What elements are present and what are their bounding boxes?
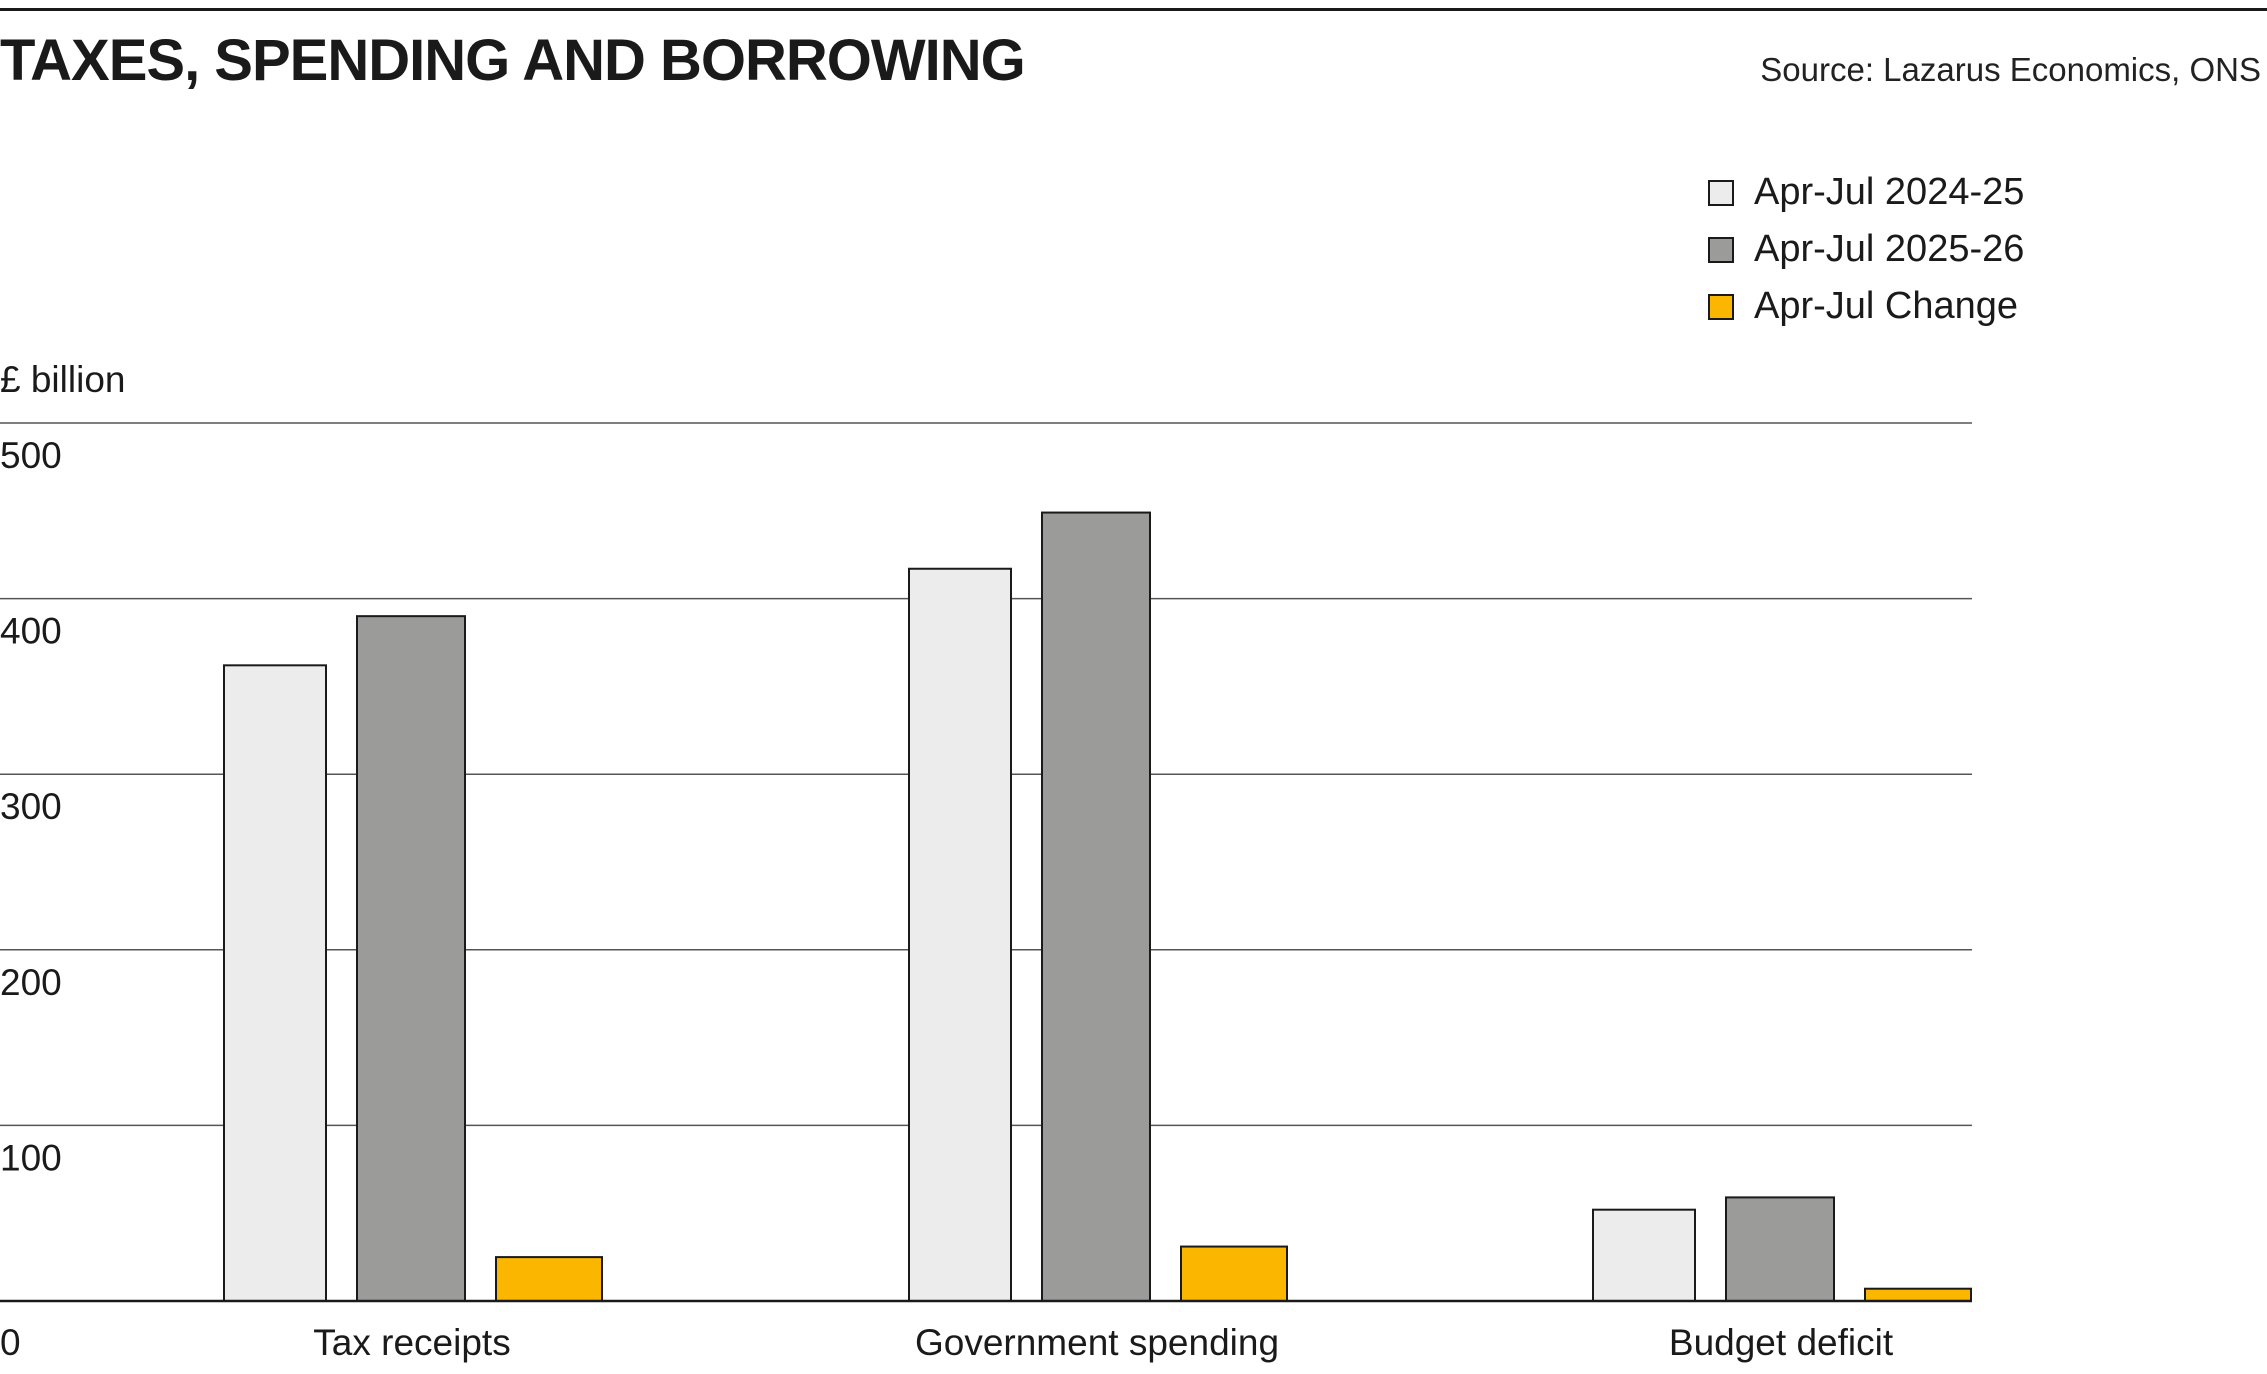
y-tick-label-400: 400 <box>0 611 62 652</box>
y-tick-label-100: 100 <box>0 1137 62 1178</box>
bar-0-0 <box>223 664 327 1302</box>
x-category-label-2: Budget deficit <box>1669 1322 1894 1363</box>
bar-0-2 <box>495 1256 603 1302</box>
x-category-label-0: Tax receipts <box>313 1322 510 1363</box>
y-tick-label-200: 200 <box>0 962 62 1003</box>
legend-item-2025-26: Apr-Jul 2025-26 <box>1708 221 2024 278</box>
source-note: Source: Lazarus Economics, ONS <box>1760 51 2261 88</box>
bar-1-2 <box>1180 1245 1288 1302</box>
bar-1-0 <box>908 567 1012 1302</box>
legend-label-change: Apr-Jul Change <box>1754 285 2019 327</box>
x-category-label-1: Government spending <box>915 1322 1279 1363</box>
legend-swatch-2024-25 <box>1708 179 1734 206</box>
bar-2-2 <box>1864 1287 1972 1303</box>
legend-swatch-2025-26 <box>1708 236 1734 263</box>
legend-swatch-change <box>1708 293 1734 320</box>
y-tick-label-0: 0 <box>0 1322 21 1363</box>
y-tick-label-500: 500 <box>0 435 62 476</box>
y-axis-label: £ billion <box>0 359 125 400</box>
legend-item-change: Apr-Jul Change <box>1708 278 2024 335</box>
top-rule <box>0 8 2267 11</box>
bar-2-0 <box>1592 1208 1696 1302</box>
bar-0-1 <box>356 615 466 1302</box>
bar-1-1 <box>1041 511 1151 1302</box>
chart-title: TAXES, SPENDING AND BORROWING <box>0 28 1026 93</box>
legend-label-2024-25: Apr-Jul 2024-25 <box>1754 171 2025 213</box>
y-tick-label-300: 300 <box>0 786 62 827</box>
bar-2-1 <box>1725 1196 1835 1302</box>
legend-label-2025-26: Apr-Jul 2025-26 <box>1754 228 2025 270</box>
legend: Apr-Jul 2024-25 Apr-Jul 2025-26 Apr-Jul … <box>1708 164 2024 335</box>
legend-item-2024-25: Apr-Jul 2024-25 <box>1708 164 2024 221</box>
